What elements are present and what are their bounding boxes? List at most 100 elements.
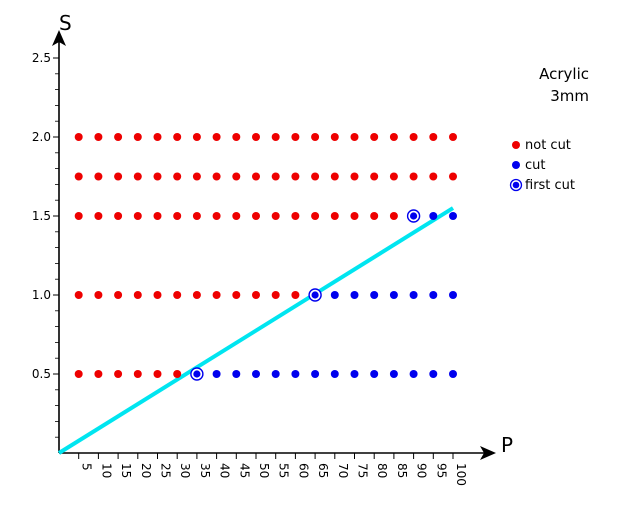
- point-not-cut: [153, 133, 162, 141]
- point-not-cut: [311, 172, 320, 181]
- legend-marker-first-cut: [509, 178, 523, 192]
- point-not-cut: [252, 133, 260, 141]
- point-not-cut: [114, 133, 123, 141]
- point-not-cut: [330, 172, 339, 181]
- point-cut: [291, 370, 300, 378]
- annotation-thickness: 3mm: [550, 87, 589, 105]
- y-tick-label: 0.5: [32, 367, 51, 381]
- x-tick-label: 30: [178, 463, 192, 478]
- point-not-cut: [114, 291, 123, 299]
- point-not-cut: [133, 370, 142, 378]
- point-cut: [449, 370, 457, 378]
- point-not-cut: [74, 172, 83, 181]
- point-not-cut: [449, 133, 457, 141]
- point-cut: [409, 370, 418, 378]
- point-not-cut: [232, 172, 241, 181]
- point-not-cut: [232, 133, 241, 141]
- y-axis-arrowhead: [52, 30, 66, 46]
- point-not-cut: [330, 133, 339, 141]
- point-not-cut: [114, 370, 123, 378]
- point-not-cut: [389, 172, 398, 181]
- point-not-cut: [350, 172, 359, 181]
- x-tick-label: 15: [119, 463, 133, 478]
- point-not-cut: [114, 212, 123, 220]
- point-cut: [330, 370, 339, 378]
- x-tick-label: 80: [375, 463, 389, 478]
- point-first-cut: [190, 367, 204, 381]
- x-tick-label: 55: [277, 463, 291, 478]
- point-not-cut: [133, 133, 142, 141]
- point-not-cut: [212, 212, 221, 220]
- point-not-cut: [232, 291, 241, 299]
- point-not-cut: [153, 212, 162, 220]
- x-tick-label: 90: [415, 463, 429, 478]
- point-not-cut: [291, 172, 300, 181]
- point-not-cut: [192, 212, 201, 220]
- point-not-cut: [153, 172, 162, 181]
- point-cut: [389, 291, 398, 299]
- point-not-cut: [350, 133, 359, 141]
- x-tick-label: 85: [395, 463, 409, 478]
- x-tick-label: 25: [159, 463, 173, 478]
- x-tick-label: 70: [336, 463, 350, 478]
- point-not-cut: [370, 133, 379, 141]
- point-cut: [252, 370, 260, 378]
- y-tick-label: 1.5: [32, 209, 51, 223]
- point-not-cut: [74, 291, 83, 299]
- x-tick-label: 35: [198, 463, 212, 478]
- point-not-cut: [173, 172, 182, 181]
- legend-first-cut-dot: [512, 181, 520, 189]
- legend-label-first-cut: first cut: [525, 178, 575, 193]
- point-not-cut: [133, 212, 142, 220]
- point-not-cut: [192, 172, 201, 181]
- point-not-cut: [173, 370, 182, 378]
- point-first-cut: [308, 288, 322, 302]
- x-tick-label: 20: [139, 463, 153, 478]
- point-not-cut: [370, 212, 379, 220]
- point-cut: [232, 370, 241, 378]
- legend: not cut cut first cut: [509, 138, 575, 193]
- point-not-cut: [114, 172, 123, 181]
- point-not-cut: [330, 212, 339, 220]
- point-not-cut: [389, 133, 398, 141]
- point-not-cut: [94, 370, 103, 378]
- point-not-cut: [232, 212, 241, 220]
- point-cut: [271, 370, 280, 378]
- point-cut: [350, 370, 359, 378]
- point-cut: [330, 291, 339, 299]
- point-not-cut: [192, 133, 201, 141]
- y-axis-title: S: [59, 11, 72, 35]
- point-not-cut: [94, 172, 103, 181]
- point-not-cut: [350, 212, 359, 220]
- point-not-cut: [252, 212, 260, 220]
- point-not-cut: [370, 172, 379, 181]
- point-not-cut: [252, 291, 260, 299]
- point-not-cut: [429, 172, 438, 181]
- point-not-cut: [192, 291, 201, 299]
- point-cut: [212, 370, 221, 378]
- data-points: [74, 133, 457, 381]
- point-cut: [409, 291, 418, 299]
- point-not-cut: [271, 172, 280, 181]
- point-not-cut: [291, 212, 300, 220]
- tick-marks: [53, 57, 454, 459]
- point-not-cut: [409, 172, 418, 181]
- point-first-cut-dot: [193, 370, 201, 378]
- point-cut: [449, 212, 457, 220]
- point-cut: [449, 291, 457, 299]
- point-first-cut-dot: [410, 212, 418, 220]
- point-not-cut: [291, 133, 300, 141]
- point-cut: [389, 370, 398, 378]
- x-tick-label: 100: [454, 463, 468, 486]
- point-not-cut: [173, 212, 182, 220]
- point-not-cut: [133, 291, 142, 299]
- point-not-cut: [94, 291, 103, 299]
- point-first-cut-dot: [311, 291, 319, 299]
- point-not-cut: [409, 133, 418, 141]
- x-tick-label: 60: [296, 463, 310, 478]
- threshold-line: [57, 206, 455, 455]
- x-tick-labels: 5 10 15 20 25 30 35 40 45 50 55 60 65 70 75 80 85 90 95 100: [80, 463, 468, 486]
- point-not-cut: [153, 291, 162, 299]
- x-tick-label: 65: [316, 463, 330, 478]
